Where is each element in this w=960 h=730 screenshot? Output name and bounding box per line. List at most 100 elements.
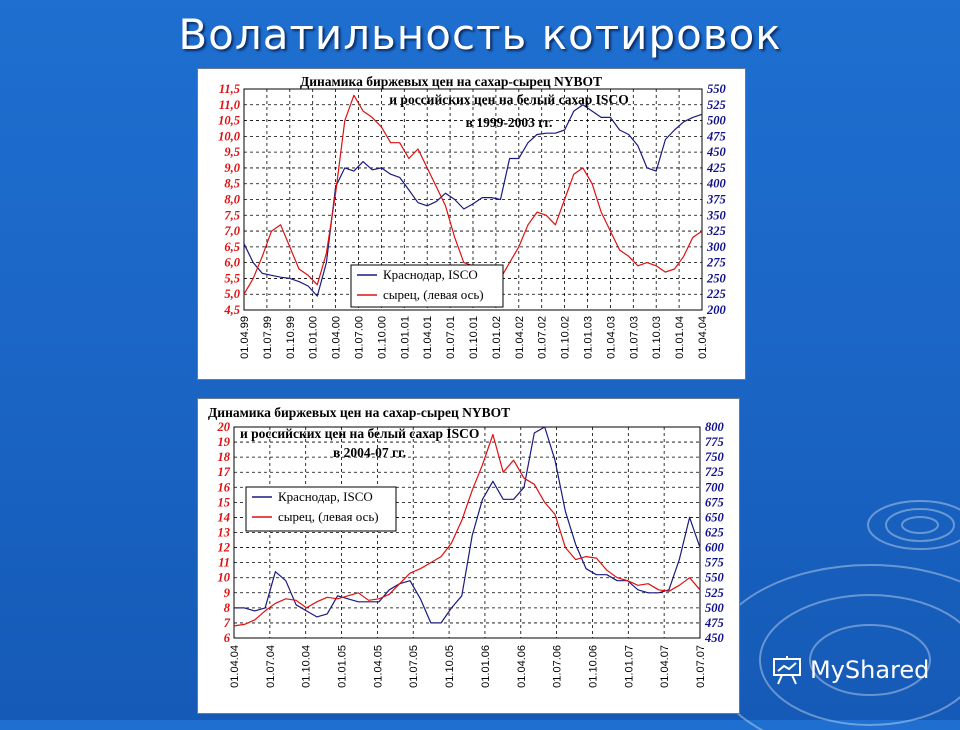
x-tick-label: 01.10.06 (587, 645, 599, 688)
slide-title: Волатильность котировок (178, 10, 782, 59)
y-left-tick-label: 5,0 (224, 287, 240, 301)
y-right-tick-label: 400 (706, 177, 727, 191)
series-line-krasnodar (243, 104, 703, 297)
y-right-tick-label: 500 (705, 601, 725, 615)
y-right-tick-label: 525 (707, 98, 726, 112)
y-right-tick-label: 475 (706, 129, 726, 143)
y-left-tick-label: 4,5 (223, 303, 240, 317)
y-right-tick-label: 375 (706, 193, 726, 207)
x-tick-label: 01.04.04 (229, 645, 241, 688)
x-tick-label: 01.04.04 (697, 316, 709, 359)
x-tick-label: 01.07.02 (537, 316, 549, 359)
y-right-tick-label: 525 (705, 586, 724, 600)
x-tick-label: 01.04.07 (659, 645, 671, 688)
legend-label: сырец, (левая ось) (383, 287, 484, 302)
y-right-tick-label: 425 (706, 161, 726, 175)
y-left-tick-label: 9,0 (224, 161, 240, 175)
x-tick-label: 01.07.00 (354, 316, 366, 359)
y-right-tick-label: 250 (706, 271, 727, 285)
x-tick-label: 01.04.99 (239, 316, 251, 359)
y-right-tick-label: 450 (704, 631, 725, 645)
x-tick-label: 01.07.01 (445, 316, 457, 359)
y-right-tick-label: 750 (705, 450, 725, 464)
x-tick-label: 01.10.05 (444, 645, 456, 688)
chart-title-line: в 2004-07 гг. (333, 445, 406, 460)
x-tick-label: 01.01.02 (491, 316, 503, 359)
plot-area (233, 426, 701, 639)
legend-box (350, 264, 504, 308)
y-left-tick-label: 11,0 (219, 98, 241, 112)
y-left-tick-label: 5,5 (224, 271, 240, 285)
x-tick-label: 01.04.06 (516, 645, 528, 688)
y-right-tick-label: 800 (705, 420, 725, 434)
x-tick-label: 01.10.03 (651, 316, 663, 359)
y-left-tick-label: 18 (218, 450, 231, 464)
y-left-tick-label: 8,5 (224, 177, 240, 191)
x-tick-label: 01.01.05 (337, 645, 349, 688)
y-right-tick-label: 725 (705, 465, 724, 479)
chart-title-line: Динамика биржевых цен на сахар-сырец NYB… (208, 405, 510, 420)
y-right-tick-label: 350 (706, 208, 727, 222)
y-right-tick-label: 575 (705, 556, 724, 570)
y-left-tick-label: 9,5 (224, 145, 240, 159)
x-tick-label: 01.10.99 (285, 316, 297, 359)
x-tick-label: 01.04.01 (422, 316, 434, 359)
y-left-tick-label: 7,0 (224, 224, 240, 238)
x-tick-label: 01.01.03 (583, 316, 595, 359)
x-tick-label: 01.07.06 (552, 645, 564, 688)
y-left-tick-label: 11 (218, 556, 230, 570)
y-left-tick-label: 6,5 (224, 240, 240, 254)
chart-title-line: в 1999-2003 гг. (466, 115, 553, 130)
y-left-tick-label: 12 (218, 541, 231, 555)
x-tick-label: 01.04.05 (372, 645, 384, 688)
y-right-tick-label: 225 (706, 287, 726, 301)
myshared-logo: MyShared (770, 655, 929, 685)
y-right-tick-label: 700 (705, 480, 725, 494)
x-tick-label: 01.07.04 (265, 645, 277, 688)
y-right-tick-label: 625 (705, 526, 724, 540)
chart-title-line: и российских цен на белый сахар ISCO (389, 92, 628, 107)
y-left-tick-label: 13 (218, 526, 231, 540)
x-tick-label: 01.10.01 (468, 316, 480, 359)
x-tick-label: 01.01.06 (480, 645, 492, 688)
y-right-tick-label: 675 (705, 495, 724, 509)
y-left-tick-label: 17 (218, 465, 231, 479)
y-left-tick-label: 9 (224, 586, 231, 600)
x-tick-label: 01.10.04 (301, 645, 313, 688)
y-left-tick-label: 10 (218, 571, 231, 585)
x-tick-label: 01.01.01 (399, 316, 411, 359)
legend-box (245, 486, 397, 532)
x-tick-label: 01.04.03 (605, 316, 617, 359)
x-tick-label: 01.07.99 (262, 316, 274, 359)
chart-title-line: и российских цен на белый сахар ISCO (240, 426, 479, 441)
y-right-tick-label: 325 (706, 224, 726, 238)
y-right-tick-label: 550 (707, 82, 727, 96)
x-tick-label: 01.04.00 (331, 316, 343, 359)
y-left-tick-label: 11,5 (219, 82, 240, 96)
y-left-tick-label: 10,0 (218, 129, 241, 143)
logo-text: MyShared (810, 656, 930, 684)
y-right-tick-label: 450 (706, 145, 727, 159)
y-left-tick-label: 16 (218, 480, 231, 494)
x-tick-label: 01.07.07 (695, 645, 707, 688)
chart-1999-2003: 4,5 200 5,0 225 5,5 250 6,0 275 6,5 300 7,0 325 7,5 3… (218, 74, 727, 359)
y-right-tick-label: 300 (706, 240, 727, 254)
chart-panel-2004-2007: 6 450 7 475 8 500 9 525 10 550 11 575 12 600 13 625 14 65… (197, 398, 740, 714)
y-right-tick-label: 500 (707, 114, 727, 128)
chart-title-line: Динамика биржевых цен на сахар-сырец NYB… (300, 74, 602, 89)
x-tick-label: 01.10.02 (560, 316, 572, 359)
legend-label: Краснодар, ISCO (383, 267, 478, 282)
y-left-tick-label: 15 (218, 495, 231, 509)
y-left-tick-label: 7,5 (224, 208, 240, 222)
legend-label: сырец, (левая ось) (278, 509, 379, 524)
y-left-tick-label: 6,0 (224, 256, 240, 270)
y-left-tick-label: 20 (217, 420, 231, 434)
presentation-board-icon (773, 656, 801, 685)
y-left-tick-label: 6 (224, 631, 231, 645)
y-right-tick-label: 200 (706, 303, 727, 317)
y-right-tick-label: 475 (704, 616, 724, 630)
x-tick-label: 01.04.02 (514, 316, 526, 359)
y-left-tick-label: 10,5 (218, 114, 240, 128)
x-tick-label: 01.07.03 (628, 316, 640, 359)
y-left-tick-label: 19 (218, 435, 231, 449)
